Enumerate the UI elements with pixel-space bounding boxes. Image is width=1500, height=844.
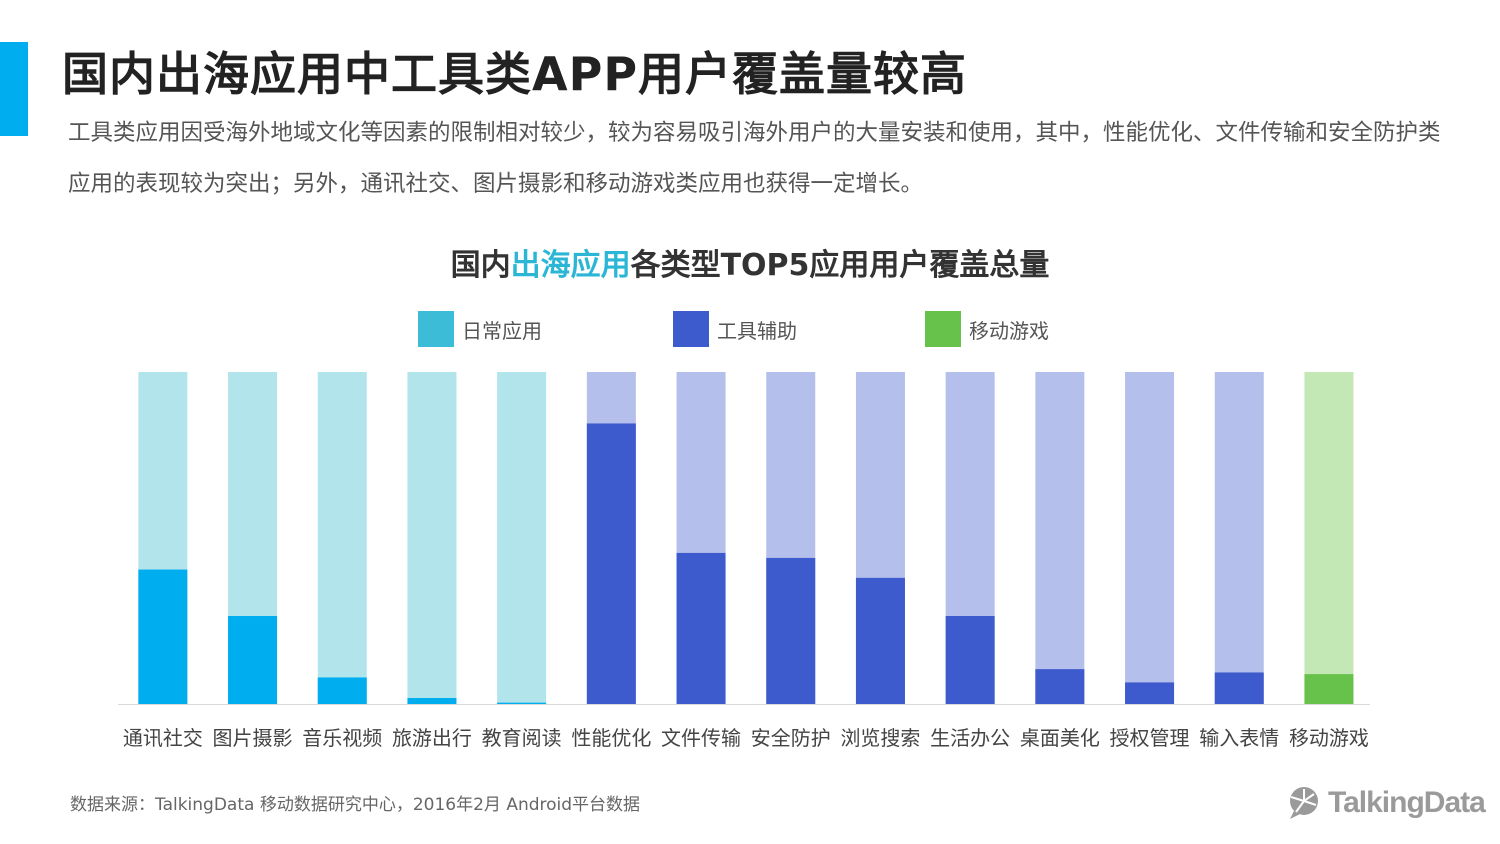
bar-7 (676, 552, 726, 704)
x-tick-label-7: 文件传输 (661, 726, 741, 750)
legend-swatch-daily (418, 311, 454, 347)
bar-6 (586, 423, 636, 704)
bar-8 (766, 557, 816, 704)
bar-12 (1125, 682, 1175, 704)
legend-swatch-games (925, 311, 961, 347)
legend-label-daily: 日常应用 (462, 318, 542, 343)
x-tick-label-6: 性能优化 (571, 726, 651, 750)
bar-track-4 (407, 372, 457, 704)
x-tick-label-5: 教育阅读 (482, 726, 562, 750)
legend-label-games: 移动游戏 (969, 318, 1049, 343)
chart-title-suffix: 各类型TOP5应用用户覆盖总量 (630, 248, 1050, 283)
bar-14 (1304, 674, 1354, 704)
bar-9 (855, 577, 905, 704)
x-tick-label-14: 移动游戏 (1289, 726, 1369, 750)
legend-label-tools: 工具辅助 (717, 318, 797, 343)
bar-2 (228, 616, 278, 704)
chart-title-highlight: 出海应用 (510, 248, 631, 283)
legend-swatch-tools (673, 311, 709, 347)
bar-track-11 (1035, 372, 1085, 704)
page-subtitle: 工具类应用因受海外地域文化等因素的限制相对较少，较为容易吸引海外用户的大量安装和… (68, 120, 1441, 197)
bar-1 (138, 569, 188, 704)
x-tick-label-3: 音乐视频 (302, 726, 382, 750)
bar-track-13 (1214, 372, 1264, 704)
bar-4 (407, 698, 457, 704)
data-source-note: 数据来源：TalkingData 移动数据研究中心，2016年2月 Androi… (70, 795, 641, 815)
bar-track-14 (1304, 372, 1354, 704)
legend-item-daily: 日常应用 (418, 311, 542, 347)
bar-track-12 (1125, 372, 1175, 704)
title-accent-bar (0, 42, 28, 136)
legend-item-games: 移动游戏 (925, 311, 1049, 347)
x-tick-label-13: 输入表情 (1199, 726, 1279, 750)
bar-13 (1214, 672, 1264, 704)
x-tick-label-11: 桌面美化 (1020, 726, 1100, 750)
x-tick-label-9: 浏览搜索 (840, 726, 920, 750)
x-tick-label-1: 通讯社交 (123, 726, 203, 750)
bar-10 (945, 616, 995, 704)
bar-track-3 (317, 372, 367, 704)
x-tick-label-4: 旅游出行 (392, 726, 472, 750)
legend-item-tools: 工具辅助 (673, 311, 797, 347)
bar-5 (497, 702, 547, 704)
bar-11 (1035, 669, 1085, 704)
bar-3 (317, 677, 367, 704)
x-tick-label-8: 安全防护 (751, 726, 831, 750)
chart-title: 国内出海应用各类型TOP5应用用户覆盖总量 (0, 240, 1500, 284)
chart-title-prefix: 国内 (450, 248, 511, 283)
page-title: 国内出海应用中工具类APP用户覆盖量较高 (62, 47, 968, 101)
chat-bubble-icon (1290, 787, 1318, 819)
talkingdata-logo: TalkingData (1286, 784, 1486, 822)
x-tick-label-2: 图片摄影 (213, 726, 293, 750)
x-tick-label-10: 生活办公 (930, 726, 1010, 750)
logo-label: TalkingData (1328, 786, 1486, 819)
x-tick-label-12: 授权管理 (1110, 726, 1190, 750)
bar-track-5 (497, 372, 547, 704)
